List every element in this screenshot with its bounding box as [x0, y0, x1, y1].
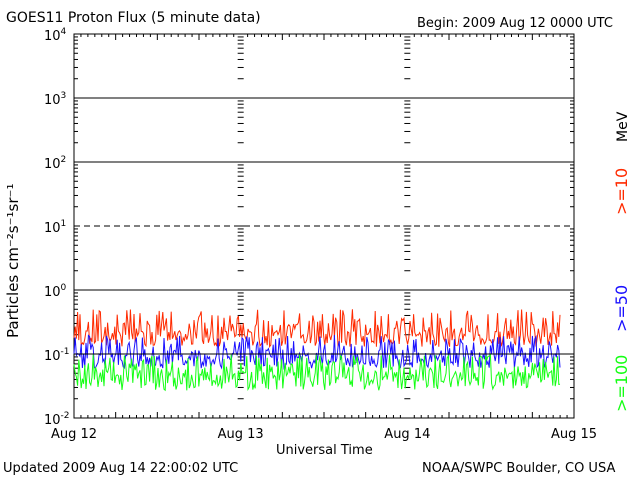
- footer-credit: NOAA/SWPC Boulder, CO USA: [422, 461, 616, 476]
- x-tick-label: Aug 13: [218, 427, 264, 442]
- y-tick-label--2: 10-2: [44, 411, 70, 428]
- begin-time: Begin: 2009 Aug 12 0000 UTC: [417, 16, 613, 31]
- y-tick-label-1: 101: [44, 219, 66, 236]
- y-tick-label-2: 102: [44, 155, 66, 172]
- legend-entry-1: >=50: [612, 285, 631, 332]
- y-tick-label-4: 104: [44, 27, 67, 44]
- legend-unit: MeV: [615, 111, 631, 142]
- chart-title: GOES11 Proton Flux (5 minute data): [6, 10, 261, 26]
- legend-entry-2: >=100: [612, 355, 631, 412]
- x-tick-label: Aug 12: [51, 427, 97, 442]
- legend-entry-0: >=10: [612, 168, 631, 215]
- x-axis-label: Universal Time: [276, 443, 373, 458]
- x-tick-label: Aug 15: [551, 427, 597, 442]
- series-trace-2: [73, 353, 561, 392]
- y-tick-label--1: 10-1: [44, 347, 70, 364]
- series-trace-0: [73, 309, 561, 348]
- y-tick-label-0: 100: [44, 283, 67, 300]
- y-tick-label-3: 103: [44, 91, 66, 108]
- x-tick-label: Aug 14: [384, 427, 430, 442]
- footer-updated: Updated 2009 Aug 14 22:00:02 UTC: [3, 461, 239, 476]
- y-axis-label: Particles cm⁻²s⁻¹sr⁻¹: [4, 183, 22, 338]
